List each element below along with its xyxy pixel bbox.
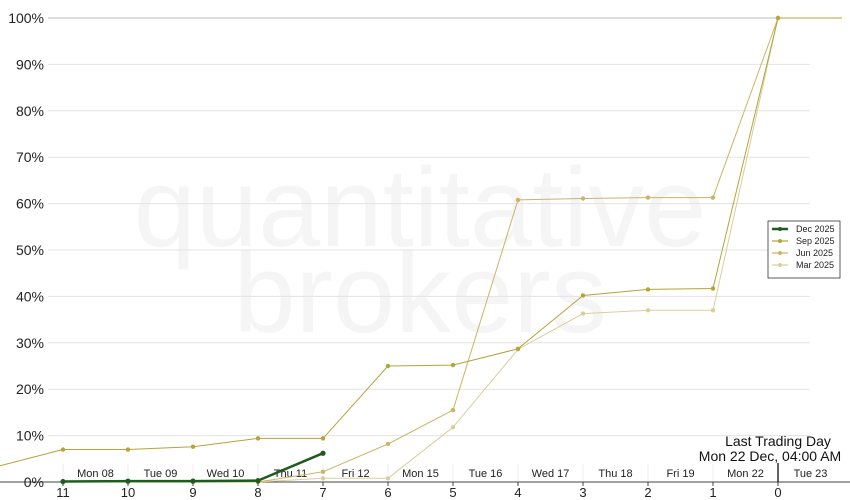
x-tick-label: 2 [644,485,651,500]
data-point-dec-2025 [125,478,131,484]
grid [0,17,850,483]
legend-label: Sep 2025 [796,236,835,246]
data-point-sep-2025 [450,362,456,368]
legend-item-sep-2025[interactable]: Sep 2025 [772,236,835,246]
last-trading-day-annotation: Last Trading Day Mon 22 Dec, 04:00 AM [699,433,841,482]
y-tick-label: 80% [16,103,44,119]
y-tick-label: 30% [16,335,44,351]
y-tick-label: 70% [16,149,44,165]
data-point-dec-2025 [190,478,196,484]
day-label: Wed 10 [207,468,245,480]
data-point-jun-2025 [385,441,391,447]
x-tick-label: 8 [254,485,261,500]
legend-label: Jun 2025 [796,248,833,258]
legend-item-jun-2025[interactable]: Jun 2025 [772,248,833,258]
y-tick-label: 10% [16,428,44,444]
day-label: Thu 18 [598,468,632,480]
data-point-mar-2025 [710,308,716,313]
day-labels: Mon 08 Tue 09 Wed 10 Thu 11 Fri 12 Mon 15 Tue … [77,468,827,480]
y-tick-label: 90% [16,56,44,72]
day-label: Fri 12 [341,468,369,480]
data-point-mar-2025 [580,311,586,316]
data-point-mar-2025 [450,425,456,430]
data-point-dec-2025 [60,478,66,485]
legend-marker [778,239,782,243]
series-lines [0,15,842,485]
x-tick-label: 11 [56,485,70,500]
y-tick-label: 100% [8,10,44,26]
legend-marker [778,251,782,255]
x-tick-label: 1 [709,485,716,500]
data-point-jun-2025 [450,407,456,413]
legend[interactable]: Dec 2025 Sep 2025 Jun 2025 Mar 2025 [767,220,841,279]
data-point-mar-2025 [385,476,391,481]
day-label: Mon 22 [727,468,764,480]
day-label: Tue 23 [794,468,828,480]
day-label: Mon 15 [402,468,439,480]
x-tick-label: 0 [774,485,781,500]
y-tick-label: 0% [24,474,44,490]
annotation-line-2: Mon 22 Dec, 04:00 AM [699,448,841,464]
data-point-jun-2025 [645,195,651,200]
x-tick-label: 6 [384,485,391,500]
day-label: Tue 16 [469,468,503,480]
legend-label: Dec 2025 [796,224,835,234]
data-point-sep-2025 [515,346,521,352]
legend-marker [778,227,782,231]
legend-item-mar-2025[interactable]: Mar 2025 [772,260,834,270]
legend-item-dec-2025[interactable]: Dec 2025 [772,224,835,234]
y-tick-label: 20% [16,381,44,397]
data-point-sep-2025 [775,15,781,21]
data-point-sep-2025 [580,293,586,298]
day-label: Mon 08 [77,468,114,480]
data-point-sep-2025 [125,447,131,452]
data-point-dec-2025 [320,450,326,456]
x-tick-label: 5 [449,485,456,500]
data-point-jun-2025 [580,196,586,201]
data-point-jun-2025 [320,469,326,474]
x-tick-label: 4 [514,485,521,500]
day-label: Fri 19 [666,468,694,480]
day-label: Tue 09 [144,468,178,480]
y-tick-label: 60% [16,196,44,212]
legend-marker [778,263,782,267]
x-tick-label: 10 [121,485,135,500]
x-tick-label: 3 [579,485,586,500]
data-point-sep-2025 [385,363,391,369]
data-point-sep-2025 [255,436,261,441]
annotation-line-1: Last Trading Day [725,433,831,449]
data-point-sep-2025 [320,436,326,441]
legend-label: Mar 2025 [796,260,834,270]
data-point-sep-2025 [710,286,716,291]
data-point-sep-2025 [190,444,196,449]
data-point-jun-2025 [515,197,521,203]
y-tick-label: 40% [16,288,44,304]
y-axis: 0% 10% 20% 30% 40% 50% 60% 70% 80% 90% 100% [8,10,44,490]
series-line-sep-2025 [0,17,842,467]
data-point-mar-2025 [320,476,326,481]
data-point-sep-2025 [60,447,66,452]
day-label: Wed 17 [532,468,570,480]
day-label: Thu 11 [274,468,307,480]
data-point-sep-2025 [645,287,651,292]
x-axis: 11 10 9 8 7 6 5 4 3 2 1 0 [56,482,782,500]
x-tick-label: 9 [189,485,196,500]
data-point-mar-2025 [645,308,651,313]
y-tick-label: 50% [16,242,44,258]
data-point-dec-2025 [255,478,261,484]
data-point-jun-2025 [710,195,716,200]
x-tick-label: 7 [319,485,326,500]
